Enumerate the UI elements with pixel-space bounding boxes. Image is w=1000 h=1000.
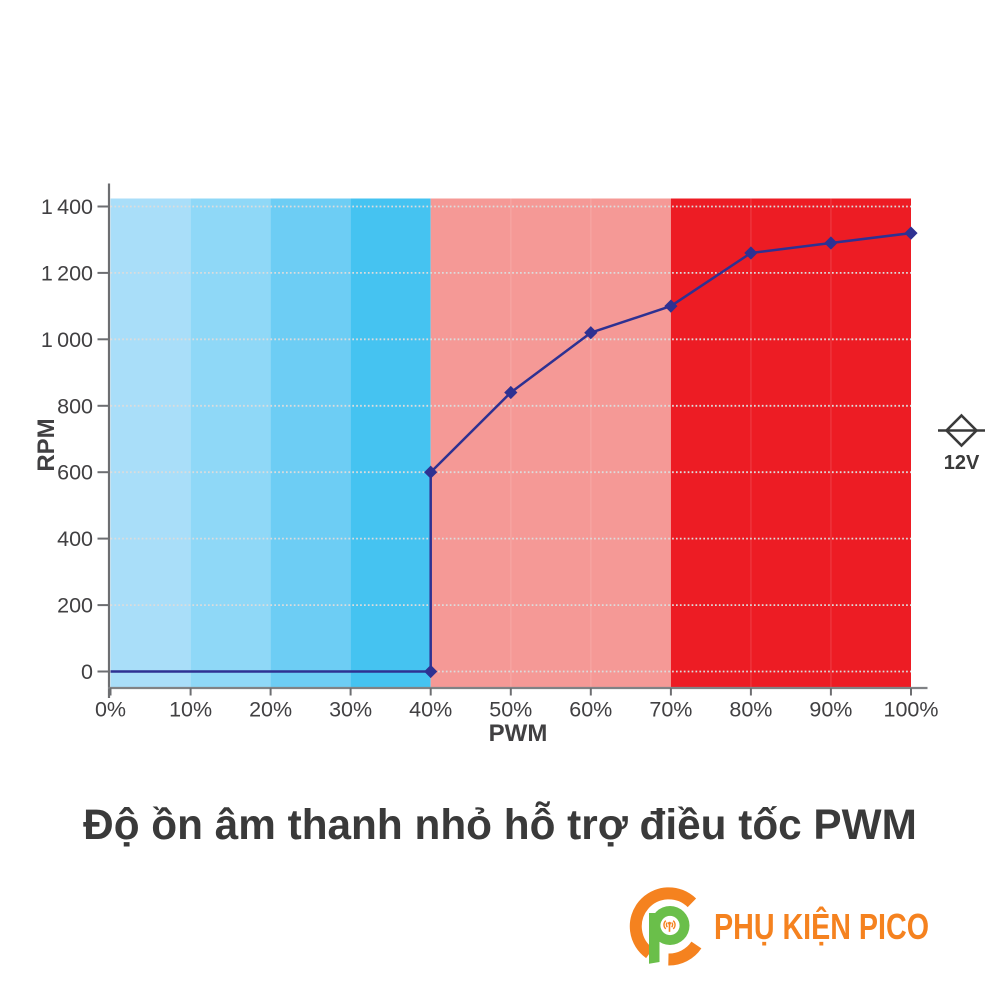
svg-text:20%: 20% [249,698,292,722]
svg-text:0%: 0% [95,698,126,722]
svg-text:40%: 40% [409,698,452,722]
svg-text:Độ ồn âm thanh nhỏ hỗ trợ điều: Độ ồn âm thanh nhỏ hỗ trợ điều tốc PWM [83,800,917,848]
svg-text:0: 0 [81,660,93,684]
svg-text:50%: 50% [489,698,532,722]
svg-text:10%: 10% [169,698,212,722]
svg-text:100%: 100% [884,698,939,722]
svg-text:PWM: PWM [489,720,548,747]
svg-text:PHỤ KIỆN PICO: PHỤ KIỆN PICO [714,905,929,947]
svg-text:30%: 30% [329,698,372,722]
svg-text:800: 800 [57,394,93,418]
svg-text:600: 600 [57,461,93,485]
svg-text:400: 400 [57,527,93,551]
svg-text:1 400: 1 400 [41,195,93,219]
svg-text:60%: 60% [569,698,612,722]
svg-text:12V: 12V [944,452,980,474]
svg-text:200: 200 [57,594,93,618]
svg-text:70%: 70% [649,698,692,722]
svg-text:1 200: 1 200 [41,261,93,285]
svg-text:RPM: RPM [33,418,60,471]
svg-text:1 000: 1 000 [41,328,93,352]
svg-text:90%: 90% [809,698,852,722]
svg-text:80%: 80% [729,698,772,722]
